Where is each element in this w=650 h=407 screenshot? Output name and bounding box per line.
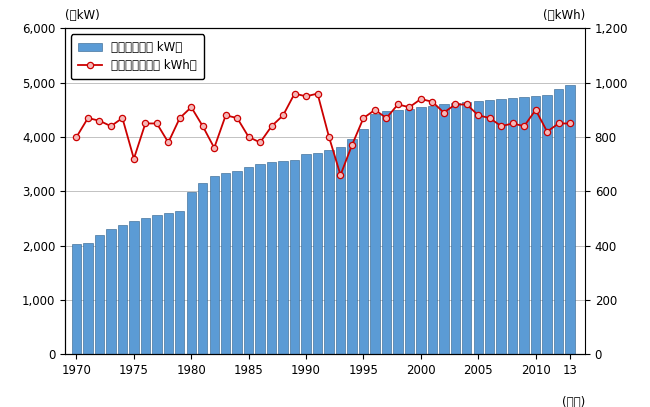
Bar [393, 110, 402, 354]
Bar [152, 215, 162, 354]
Bar [175, 211, 185, 354]
Bar [72, 245, 81, 354]
Bar [290, 160, 299, 354]
Bar [244, 167, 254, 354]
Bar [347, 139, 357, 354]
Bar [370, 114, 380, 354]
Bar [566, 85, 575, 354]
Bar [221, 173, 230, 354]
Bar [313, 153, 322, 354]
Bar [405, 109, 414, 354]
Bar [198, 183, 207, 354]
Bar [439, 105, 448, 354]
Bar [324, 150, 333, 354]
Bar [129, 221, 138, 354]
Bar [118, 225, 127, 354]
Bar [462, 102, 471, 354]
Bar [209, 176, 219, 354]
Bar [187, 193, 196, 354]
Legend: 設備容量（万 kW）, 発電電力量（億 kWh）: 設備容量（万 kW）, 発電電力量（億 kWh） [71, 35, 204, 79]
Bar [554, 89, 564, 354]
Bar [519, 97, 529, 354]
Bar [255, 164, 265, 354]
Bar [508, 98, 517, 354]
Bar [382, 111, 391, 354]
Bar [267, 162, 276, 354]
Bar [428, 105, 437, 354]
Bar [83, 243, 93, 354]
Bar [278, 161, 288, 354]
Bar [359, 129, 368, 354]
Bar [140, 218, 150, 354]
Text: (万kW): (万kW) [65, 9, 99, 22]
Bar [450, 103, 460, 354]
Bar [95, 235, 104, 354]
Bar [416, 107, 426, 354]
Bar [531, 96, 540, 354]
Text: (年度): (年度) [562, 396, 585, 407]
Bar [106, 229, 116, 354]
Text: (億kWh): (億kWh) [543, 9, 585, 22]
Bar [302, 154, 311, 354]
Bar [474, 101, 483, 354]
Bar [233, 171, 242, 354]
Bar [164, 213, 173, 354]
Bar [542, 95, 552, 354]
Bar [336, 147, 345, 354]
Bar [497, 99, 506, 354]
Bar [485, 100, 495, 354]
